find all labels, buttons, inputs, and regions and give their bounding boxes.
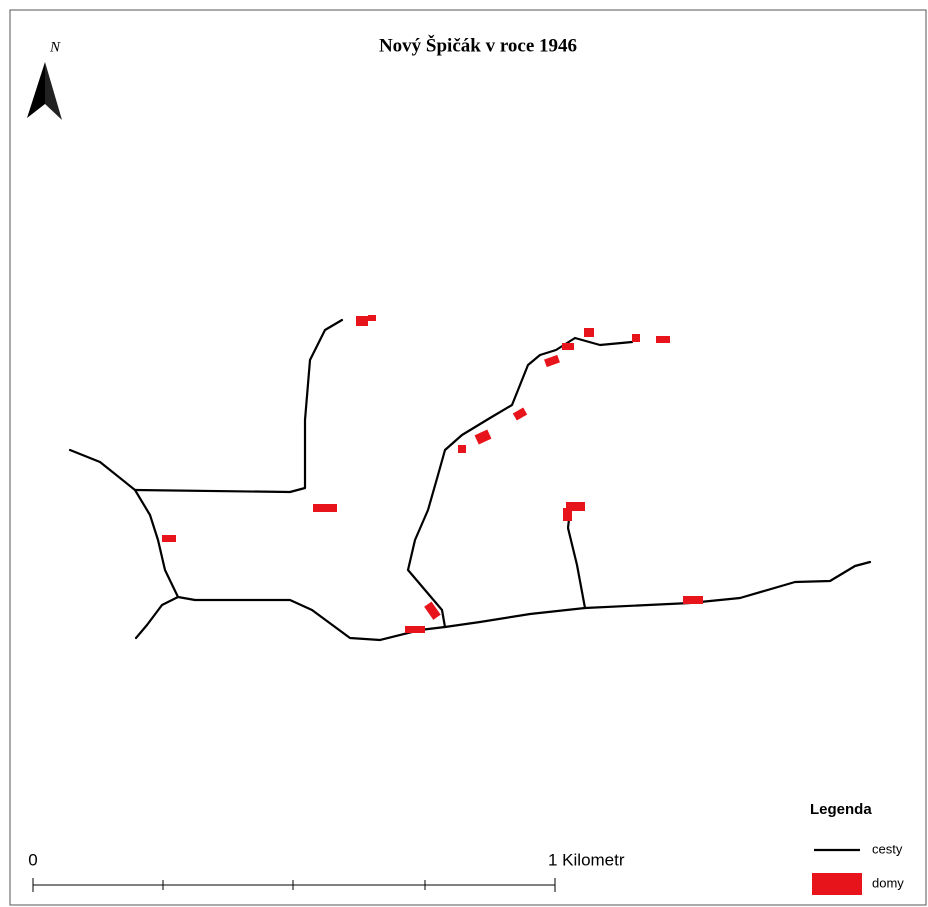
house	[656, 336, 670, 343]
house	[368, 315, 376, 321]
legend-house-symbol	[812, 873, 862, 895]
road	[406, 336, 634, 629]
house	[162, 535, 176, 542]
legend-label: domy	[872, 875, 904, 890]
legend-label: cesty	[872, 841, 903, 856]
house	[584, 328, 594, 337]
house	[458, 445, 466, 453]
houses	[162, 315, 703, 633]
house	[544, 354, 560, 368]
house	[424, 601, 441, 620]
house	[566, 502, 585, 511]
house	[563, 508, 572, 521]
north-label: N	[49, 39, 61, 55]
house	[683, 596, 703, 604]
scale-end-label: 1 Kilometr	[548, 850, 625, 869]
roads	[68, 318, 872, 642]
map-title: Nový Špičák v roce 1946	[379, 34, 577, 56]
road	[68, 448, 872, 642]
house	[512, 407, 528, 421]
north-arrow-right	[45, 62, 62, 120]
map-frame	[9, 9, 927, 906]
house	[474, 429, 492, 445]
north-arrow-left	[27, 62, 45, 118]
legend-title: Legenda	[810, 801, 872, 818]
scale-bar	[32, 878, 556, 892]
house	[632, 334, 640, 342]
house	[356, 316, 368, 326]
road	[134, 595, 180, 640]
house	[562, 343, 574, 350]
road	[133, 318, 344, 494]
house	[313, 504, 337, 512]
scale-start-label: 0	[28, 850, 37, 869]
house	[405, 626, 425, 633]
